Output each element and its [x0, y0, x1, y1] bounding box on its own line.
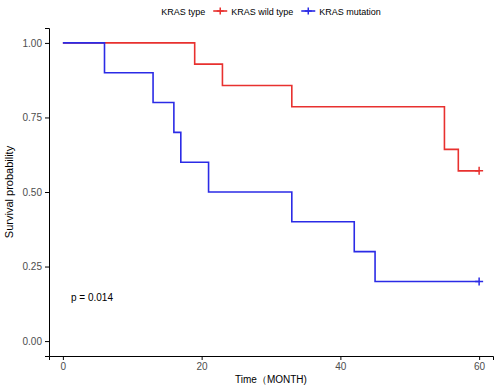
- censor-mark: [475, 277, 483, 285]
- chart: 0 20 40 60 0.00 0.25 0.50 0.75 1.00 Time（MONTH) Su…: [0, 0, 500, 387]
- x-axis: 0 20 40 60: [50, 356, 494, 372]
- x-tick: 20: [197, 356, 209, 372]
- annotation: p = 0.014: [71, 292, 113, 303]
- y-axis: 0.00 0.25 0.50 0.75 1.00: [23, 29, 50, 357]
- legend-symbol: [217, 8, 224, 15]
- y-tick-mark: [45, 192, 49, 193]
- y-tick: 1.00: [23, 38, 49, 49]
- x-tick-label: 20: [197, 361, 209, 372]
- x-tick: 0: [61, 356, 67, 372]
- survival-curve: [63, 43, 479, 282]
- y-tick: 0.25: [23, 261, 49, 272]
- y-tick-mark: [45, 117, 49, 118]
- x-tick: 40: [335, 356, 347, 372]
- censor-mark: [475, 167, 483, 175]
- x-tick-mark: [63, 356, 64, 360]
- survival-curve: [63, 43, 479, 171]
- legend-title: KRAS type: [161, 7, 205, 17]
- legend-item: KRAS wild type: [213, 7, 293, 17]
- y-axis-line: [45, 29, 50, 357]
- x-tick-label: 0: [61, 361, 67, 372]
- y-axis-title: Survival probability: [3, 145, 15, 238]
- y-tick-label: 0.75: [23, 112, 43, 123]
- x-tick-mark: [479, 356, 480, 360]
- y-tick: 0.00: [23, 336, 49, 347]
- x-tick-label: 60: [474, 361, 486, 372]
- y-tick-label: 0.00: [23, 336, 43, 347]
- x-tick-label: 40: [335, 361, 347, 372]
- y-tick-mark: [45, 43, 49, 44]
- y-tick: 0.50: [23, 187, 49, 198]
- y-tick-label: 0.50: [23, 187, 43, 198]
- y-tick-label: 1.00: [23, 38, 43, 49]
- x-tick: 60: [474, 356, 486, 372]
- plot-area: [63, 43, 483, 286]
- legend-item: KRAS mutation: [301, 7, 381, 17]
- x-axis-title: Time（MONTH): [235, 374, 307, 385]
- y-tick-mark: [45, 267, 49, 268]
- y-tick-mark: [45, 341, 49, 342]
- x-tick-mark: [202, 356, 203, 360]
- legend-label: KRAS wild type: [231, 7, 293, 17]
- y-tick-label: 0.25: [23, 261, 43, 272]
- legend: KRAS type KRAS wild type KRAS mutation: [161, 7, 381, 17]
- y-tick: 0.75: [23, 112, 49, 123]
- x-tick-mark: [340, 356, 341, 360]
- legend-symbol: [305, 8, 312, 15]
- x-axis-line: [50, 357, 494, 361]
- legend-label: KRAS mutation: [319, 7, 381, 17]
